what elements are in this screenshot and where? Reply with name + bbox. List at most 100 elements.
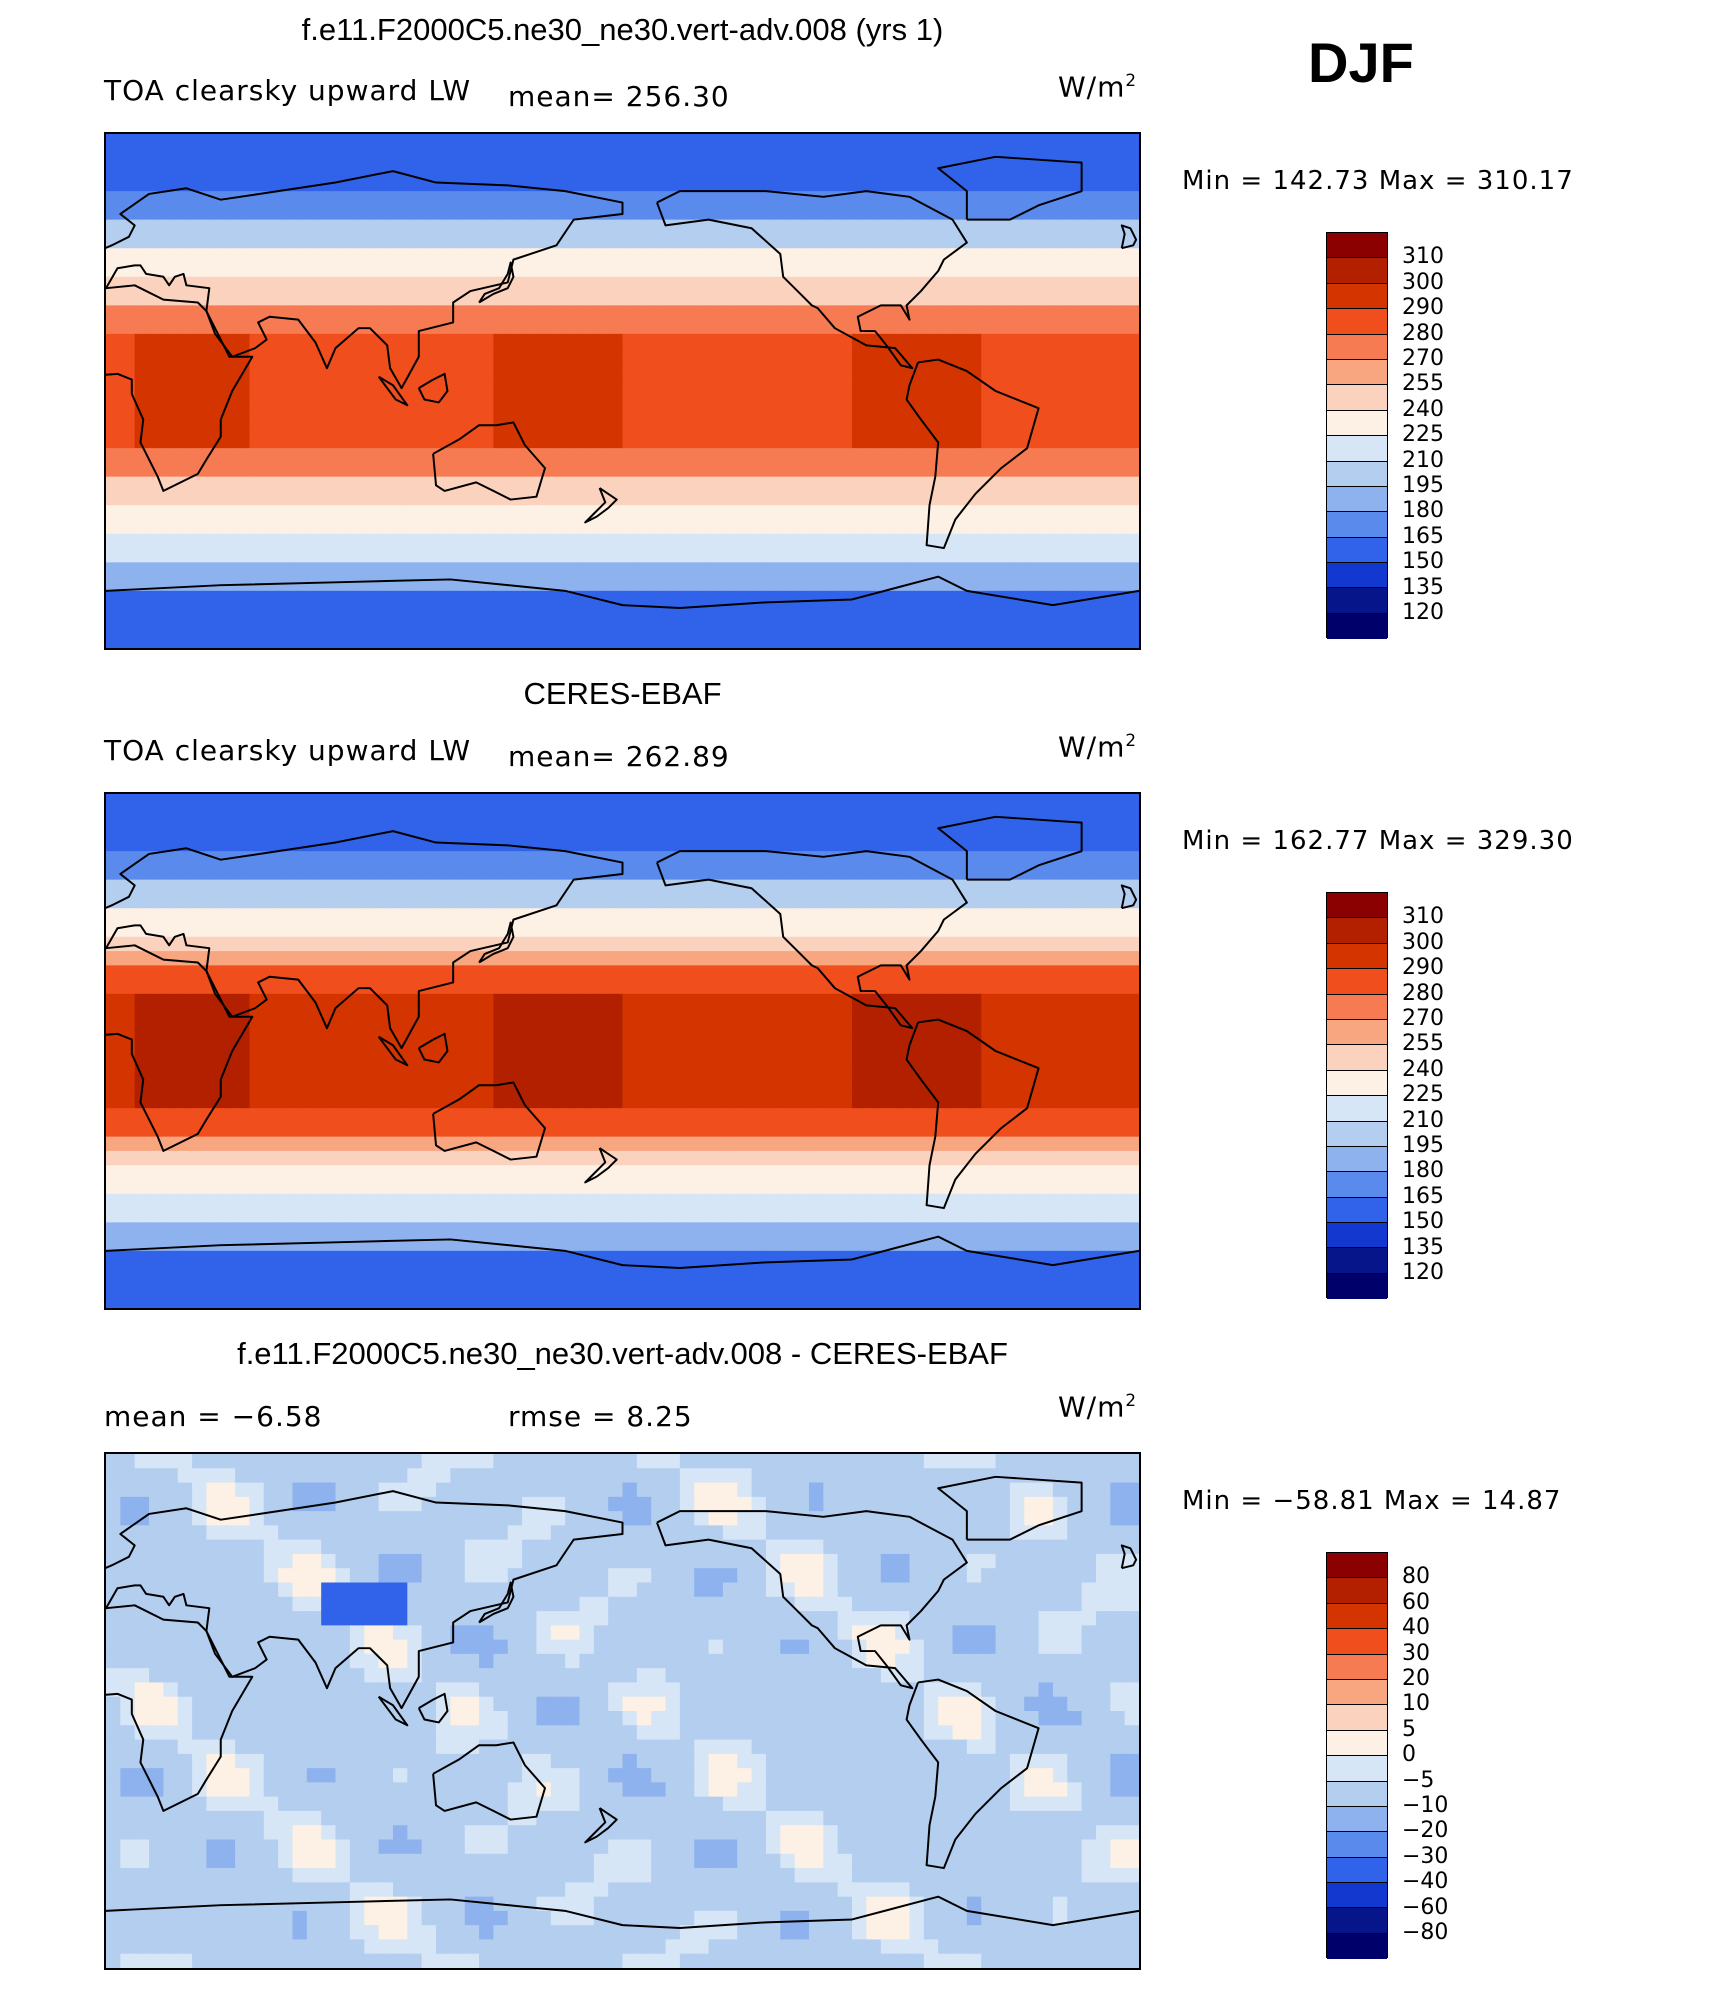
panel-1-mean-label: mean= 256.30 (508, 80, 730, 113)
colorbar-tick-label: 210 (1402, 1107, 1444, 1133)
colorbar-tick-label: −10 (1402, 1793, 1449, 1818)
panel-3-minmax: Min = −58.81 Max = 14.87 (1182, 1486, 1562, 1516)
panel-3-mean-label: mean = −6.58 (104, 1400, 323, 1433)
coastline (656, 1510, 968, 1690)
panel-2-variable-label: TOA clearsky upward LW (104, 734, 472, 767)
coastline (432, 1741, 546, 1821)
colorbar-swatch (1327, 1857, 1387, 1884)
panel-3-rmse-label: rmse = 8.25 (508, 1400, 693, 1433)
colorbar-tick-label: 225 (1402, 422, 1444, 448)
coastline (106, 1895, 1139, 1930)
coastline (937, 1475, 1083, 1541)
colorbar-tick-label: 80 (1402, 1564, 1430, 1590)
coastline (937, 815, 1083, 881)
colorbar-tick-label: 270 (1402, 1006, 1444, 1031)
coastline (478, 261, 515, 304)
coastline (106, 170, 624, 390)
coastlines (106, 1475, 1139, 1930)
colorbar-swatch (1327, 258, 1387, 284)
coastline (432, 421, 546, 501)
colorbar-swatch (1327, 994, 1387, 1020)
colorbar-swatch (1327, 385, 1387, 411)
colorbar-tick-label: 210 (1402, 447, 1444, 473)
colorbar-tick-label: −5 (1402, 1767, 1435, 1793)
colorbar-swatch (1327, 1832, 1387, 1858)
coastline (1120, 1544, 1138, 1570)
colorbar-swatch (1327, 1019, 1387, 1046)
colorbar-swatch (1327, 1096, 1387, 1122)
colorbar-tick-label: 195 (1402, 473, 1444, 498)
colorbar-tick-label: 225 (1402, 1082, 1444, 1108)
colorbar-tick-label: 30 (1402, 1640, 1430, 1666)
colorbar-tick-label: −60 (1402, 1894, 1449, 1920)
colorbar-swatch (1327, 1146, 1387, 1173)
coastline (478, 921, 515, 964)
colorbar-swatch (1327, 613, 1387, 640)
coastline (584, 1807, 618, 1844)
colorbar-tick-label: 280 (1402, 320, 1444, 346)
panel-3-colorbar (1326, 1552, 1388, 1960)
coastline (417, 1692, 449, 1724)
coastline (106, 830, 624, 1050)
panel-3-map (104, 1452, 1141, 1970)
colorbar-swatch (1327, 309, 1387, 335)
coastline (106, 1490, 624, 1710)
colorbar-tick-label: 310 (1402, 244, 1444, 270)
field-shading (106, 134, 1139, 648)
colorbar-tick-label: 40 (1402, 1615, 1430, 1641)
colorbar-swatch (1327, 1679, 1387, 1706)
panel-1-map (104, 132, 1141, 650)
coastline (584, 1147, 618, 1184)
coastline (106, 1235, 1139, 1270)
coastline (106, 284, 254, 492)
colorbar-tick-label: 240 (1402, 396, 1444, 422)
coastline (106, 944, 254, 1152)
colorbar-swatch (1327, 1273, 1387, 1300)
coastline (106, 575, 1139, 610)
coastline (1120, 224, 1138, 250)
colorbar-tick-label: −80 (1402, 1920, 1449, 1945)
colorbar-swatch (1327, 588, 1387, 614)
colorbar-tick-label: 165 (1402, 1183, 1444, 1209)
field-shading (106, 1454, 1139, 1968)
colorbar-swatch (1327, 1654, 1387, 1680)
colorbar-swatch (1327, 461, 1387, 487)
colorbar-swatch (1327, 1578, 1387, 1604)
panel-1-minmax: Min = 142.73 Max = 310.17 (1182, 166, 1574, 196)
panel-1-colorbar (1326, 232, 1388, 640)
colorbar-tick-label: 10 (1402, 1691, 1430, 1717)
colorbar-swatch (1327, 233, 1387, 259)
colorbar-swatch (1327, 943, 1387, 970)
colorbar-tick-label: 300 (1402, 269, 1444, 295)
colorbar-tick-label: 255 (1402, 1031, 1444, 1057)
colorbar-tick-label: 120 (1402, 1260, 1444, 1285)
colorbar-tick-label: 20 (1402, 1666, 1430, 1691)
colorbar-swatch (1327, 1603, 1387, 1630)
colorbar-swatch (1327, 1933, 1387, 1960)
colorbar-swatch (1327, 537, 1387, 564)
coastline (417, 372, 449, 404)
colorbar-tick-label: 180 (1402, 1158, 1444, 1184)
colorbar-swatch (1327, 969, 1387, 995)
colorbar-swatch (1327, 1705, 1387, 1731)
panel-1-units: W/m2 (1058, 70, 1138, 104)
colorbar-swatch (1327, 359, 1387, 386)
colorbar-tick-label: 240 (1402, 1056, 1444, 1082)
colorbar-swatch (1327, 1730, 1387, 1757)
coastline (905, 1018, 1040, 1210)
coastlines (106, 155, 1139, 610)
colorbar-swatch (1327, 1629, 1387, 1655)
colorbar-tick-label: 135 (1402, 574, 1444, 600)
colorbar-tick-label: −40 (1402, 1869, 1449, 1895)
panel-3-title: f.e11.F2000C5.ne30_ne30.vert-adv.008 - C… (237, 1336, 1008, 1371)
coastline (106, 1604, 254, 1812)
colorbar-swatch (1327, 918, 1387, 944)
colorbar-swatch (1327, 436, 1387, 462)
season-label: DJF (1308, 31, 1414, 94)
coastline (377, 375, 409, 407)
colorbar-swatch (1327, 1045, 1387, 1071)
colorbar-swatch (1327, 1121, 1387, 1147)
colorbar-tick-label: 310 (1402, 904, 1444, 930)
colorbar-swatch (1327, 1248, 1387, 1274)
colorbar-swatch (1327, 1806, 1387, 1833)
